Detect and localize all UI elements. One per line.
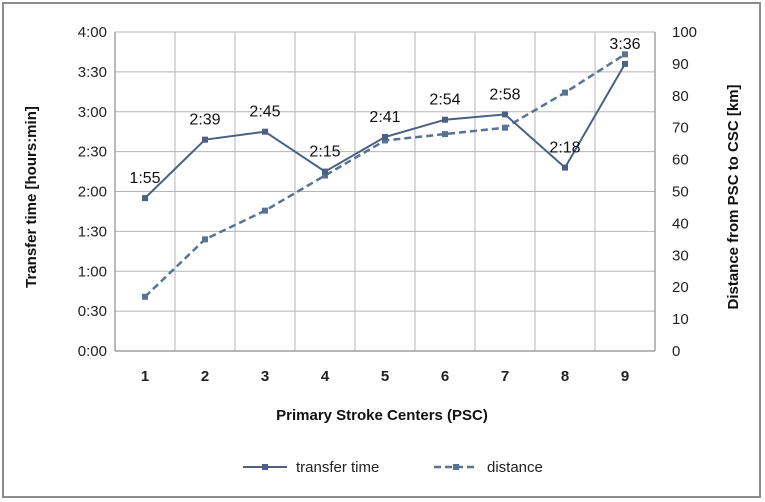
x-axis-ticks: 1 2 3 4 5 6 7 8 9 [141, 368, 629, 385]
y2-tick-label: 50 [672, 184, 689, 201]
x-tick-label: 4 [321, 368, 330, 385]
y2-tick-label: 40 [672, 215, 689, 232]
y-tick-label: 1:00 [78, 263, 107, 280]
data-point-distance [622, 51, 628, 58]
y2-axis-title: Distance from PSC to CSC [km] [725, 84, 742, 309]
y2-tick-label: 80 [672, 88, 689, 105]
y2-tick-label: 0 [672, 343, 680, 360]
x-tick-label: 2 [201, 368, 209, 385]
x-tick-label: 9 [621, 368, 629, 385]
y2-tick-label: 20 [672, 279, 689, 296]
legend-marker [453, 464, 459, 470]
x-tick-label: 3 [261, 368, 269, 385]
data-point-transfer-time [202, 136, 208, 143]
x-tick-label: 8 [561, 368, 569, 385]
y-tick-label: 3:00 [78, 104, 107, 121]
legend-item-transfer-time: transfer time [243, 459, 379, 476]
legend-item-distance: distance [434, 459, 543, 476]
data-point-distance [322, 172, 328, 179]
series-group [142, 51, 628, 300]
y2-tick-label: 30 [672, 247, 689, 264]
legend: transfer time distance [243, 459, 543, 476]
data-label-transfer-time: 2:54 [429, 92, 460, 109]
data-labels: 1:55 2:39 2:45 2:15 2:41 2:54 2:58 2:18 3:36 [129, 36, 640, 187]
data-label-transfer-time: 2:58 [489, 86, 520, 103]
y2-tick-label: 90 [672, 56, 689, 73]
y-tick-label: 3:30 [78, 64, 107, 81]
data-point-transfer-time [322, 168, 328, 175]
y2-tick-label: 70 [672, 120, 689, 137]
data-label-transfer-time: 2:18 [549, 140, 580, 157]
data-label-transfer-time: 2:41 [369, 109, 400, 126]
y2-tick-label: 100 [672, 24, 697, 41]
series-line-distance [144, 53, 626, 298]
y-tick-label: 4:00 [78, 24, 107, 41]
data-point-distance [562, 89, 568, 96]
data-label-transfer-time: 2:39 [189, 112, 220, 129]
left-axis-ticks: 0:00 0:30 1:00 1:30 2:00 2:30 3:00 3:30 4:00 [78, 24, 107, 360]
x-tick-label: 1 [141, 368, 149, 385]
right-axis-ticks: 0 10 20 30 40 50 60 70 80 90 100 [672, 24, 697, 360]
legend-label-transfer-time: transfer time [296, 459, 379, 476]
data-point-distance [442, 131, 448, 138]
data-point-distance [202, 236, 208, 243]
data-label-transfer-time: 3:36 [609, 36, 640, 53]
data-point-transfer-time [562, 164, 568, 171]
y2-tick-label: 10 [672, 311, 689, 328]
data-label-transfer-time: 1:55 [129, 170, 160, 187]
y2-tick-label: 60 [672, 152, 689, 169]
legend-marker [262, 464, 268, 470]
data-point-transfer-time [622, 60, 628, 67]
y-axis-title: Transfer time [hours:min] [23, 106, 40, 288]
data-point-distance [382, 137, 388, 144]
data-point-transfer-time [262, 128, 268, 135]
data-point-transfer-time [142, 195, 148, 202]
grid-lines [114, 31, 656, 352]
series-line-transfer-time [144, 63, 626, 199]
data-point-transfer-time [442, 116, 448, 123]
y-tick-label: 1:30 [78, 223, 107, 240]
y-tick-label: 0:00 [78, 343, 107, 360]
y-tick-label: 2:00 [78, 184, 107, 201]
data-point-transfer-time [382, 134, 388, 141]
data-point-distance [262, 207, 268, 214]
data-point-transfer-time [502, 111, 508, 118]
data-label-transfer-time: 2:45 [249, 104, 280, 121]
x-axis-title: Primary Stroke Centers (PSC) [276, 407, 488, 424]
data-point-distance [502, 124, 508, 131]
x-tick-label: 7 [501, 368, 509, 385]
data-label-transfer-time: 2:15 [309, 144, 340, 161]
legend-label-distance: distance [487, 459, 543, 476]
y-tick-label: 0:30 [78, 303, 107, 320]
x-tick-label: 5 [381, 368, 389, 385]
x-tick-label: 6 [441, 368, 449, 385]
data-point-distance [142, 293, 148, 300]
y-tick-label: 2:30 [78, 144, 107, 161]
